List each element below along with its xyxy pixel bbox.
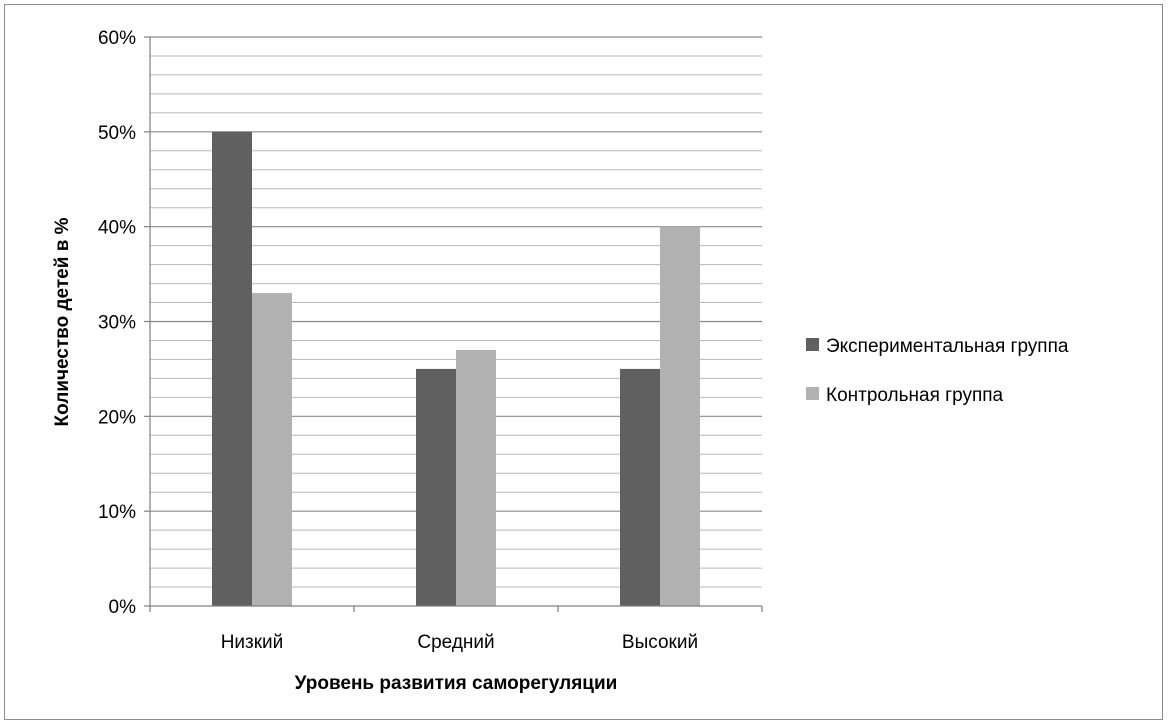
bar-experimental-2 [416, 368, 456, 606]
x-tick-label: Высокий [622, 632, 698, 653]
legend-swatch [806, 387, 819, 400]
bar-control-1 [252, 293, 292, 606]
legend: Экспериментальная группа Контрольная груп… [806, 336, 1069, 406]
y-tick-label: 20% [98, 407, 136, 428]
y-tick-label: 60% [98, 28, 136, 49]
chart-frame [4, 4, 1163, 720]
x-tick-label: Низкий [221, 632, 284, 653]
axes [144, 36, 763, 612]
legend-label: Экспериментальная группа [826, 336, 1069, 357]
y-tick-label: 30% [98, 313, 136, 334]
x-axis-title: Уровень развития саморегуляции [295, 673, 618, 694]
bar-control-2 [456, 349, 496, 606]
legend-label: Контрольная группа [826, 385, 1004, 406]
y-tick-label: 0% [109, 597, 137, 618]
y-tick-label: 40% [98, 218, 136, 239]
x-tick-labels: Низкий Средний Высокий [221, 632, 698, 653]
y-tick-label: 50% [98, 123, 136, 144]
y-tick-labels: 0% 10% 20% 30% 40% 50% 60% [98, 28, 136, 618]
bar-experimental-3 [620, 368, 660, 606]
y-tick-label: 10% [98, 502, 136, 523]
bar-control-3 [660, 226, 700, 606]
y-axis-title: Количество детей в % [52, 217, 73, 426]
x-tick-label: Средний [417, 632, 494, 653]
bar-experimental-1 [212, 131, 252, 607]
legend-swatch [806, 338, 819, 351]
bars [212, 131, 700, 607]
